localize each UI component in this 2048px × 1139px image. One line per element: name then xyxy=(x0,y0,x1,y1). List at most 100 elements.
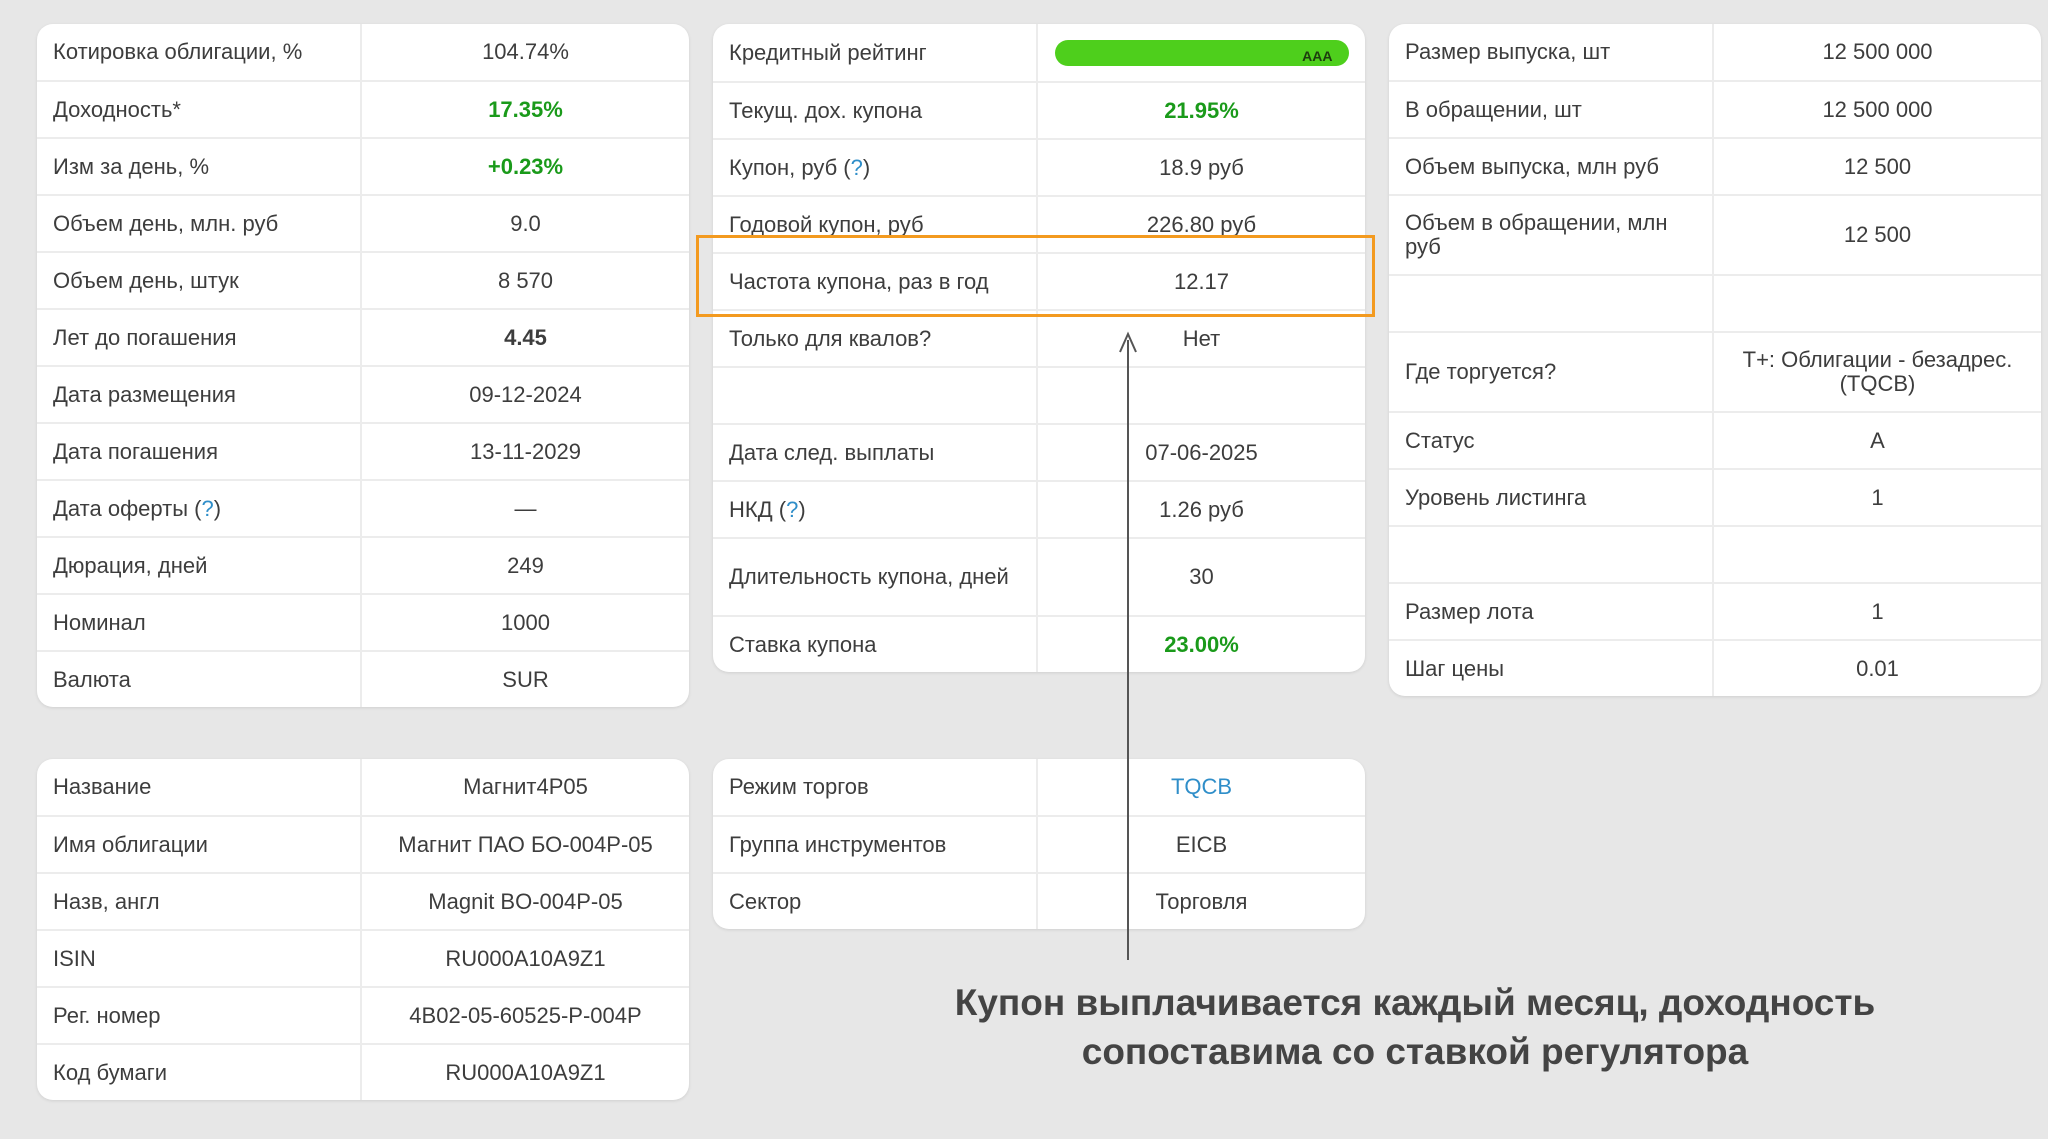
table-row: Объем день, млн. руб 9.0 xyxy=(37,194,689,251)
table-row: Рег. номер 4B02-05-60525-P-004P xyxy=(37,986,689,1043)
row-label: Дата погашения xyxy=(37,424,362,479)
row-value: 07-06-2025 xyxy=(1145,439,1258,465)
row-label-text: Размер выпуска, шт xyxy=(1405,39,1611,64)
table-row: Код бумаги RU000A10A9Z1 xyxy=(37,1043,689,1100)
row-value: 249 xyxy=(507,552,544,578)
caption-line-2: сопоставима со ставкой регулятора xyxy=(1081,1031,1749,1072)
row-value: 23.00% xyxy=(1164,631,1239,657)
row-label: Ставка купона xyxy=(713,617,1038,672)
row-label-text: Объем день, штук xyxy=(53,267,239,293)
table-row: Назв, англ Magnit BO-004P-05 xyxy=(37,872,689,929)
row-value: SUR xyxy=(502,666,549,692)
card-issue: Размер выпуска, шт 12 500 000 В обращении,… xyxy=(1389,24,2041,696)
row-label-text: Дюрация, дней xyxy=(53,552,208,578)
card-identifiers: Название Магнит4Р05 Имя облигации Магнит ПА… xyxy=(37,759,689,1100)
table-row: Годовой купон, руб 226.80 руб xyxy=(713,195,1365,252)
table-row: Длительность купона, дней 30 xyxy=(713,537,1365,615)
row-label: Частота купона, раз в год xyxy=(713,254,1038,309)
row-label: Сектор xyxy=(713,874,1038,929)
row-value: T+: Облигации - безадрес. (TQCB) xyxy=(1742,347,2013,396)
table-row: Дата размещения 09-12-2024 xyxy=(37,365,689,422)
card-quote: Котировка облигации, % 104.74% Доходность*… xyxy=(37,24,689,707)
row-value: 18.9 руб xyxy=(1159,154,1244,180)
row-label: Имя облигации xyxy=(37,817,362,872)
row-label: Уровень листинга xyxy=(1389,470,1714,525)
table-row: Дата след. выплаты 07-06-2025 xyxy=(713,423,1365,480)
row-value: 0.01 xyxy=(1856,655,1899,681)
row-label: Код бумаги xyxy=(37,1045,362,1100)
help-link[interactable]: ? xyxy=(786,496,799,522)
table-row: Объем в обращении, млн руб 12 500 xyxy=(1389,194,2041,274)
row-label-text: Купон, руб xyxy=(729,154,838,180)
table-row: Группа инструментов EICB xyxy=(713,815,1365,872)
help-link[interactable]: ? xyxy=(201,495,214,521)
row-label: Котировка облигации, % xyxy=(37,24,362,80)
row-label: Кредитный рейтинг xyxy=(713,24,1038,81)
row-value: 09-12-2024 xyxy=(469,381,582,407)
table-row: Частота купона, раз в год 12.17 xyxy=(713,252,1365,309)
row-value: 12 500 000 xyxy=(1822,39,1933,64)
row-value: 226.80 руб xyxy=(1146,211,1257,237)
row-label: Шаг цены xyxy=(1389,641,1714,696)
row-label-text: Годовой купон, руб xyxy=(729,211,924,237)
row-label: ISIN xyxy=(37,931,362,986)
table-row: Название Магнит4Р05 xyxy=(37,759,689,815)
table-row: Уровень листинга 1 xyxy=(1389,468,2041,525)
table-row: Валюта SUR xyxy=(37,650,689,707)
row-label-text: Рег. номер xyxy=(53,1002,161,1028)
row-label xyxy=(1389,527,1714,582)
row-label-text: Лет до погашения xyxy=(53,324,237,350)
row-value: Торговля xyxy=(1155,888,1248,914)
row-label xyxy=(713,368,1038,423)
table-row: Размер выпуска, шт 12 500 000 xyxy=(1389,24,2041,80)
row-value[interactable]: TQCB xyxy=(1170,774,1233,799)
row-value: 1 xyxy=(1871,598,1884,624)
row-label-text: Дата след. выплаты xyxy=(729,439,935,465)
row-label: НКД (?) xyxy=(713,482,1038,537)
row-label-text: Ставка купона xyxy=(729,631,877,657)
table-row xyxy=(1389,274,2041,331)
row-label: Объем день, млн. руб xyxy=(37,196,362,251)
row-label-text: Изм за день, % xyxy=(53,153,210,179)
table-row: Объем выпуска, млн руб 12 500 xyxy=(1389,137,2041,194)
row-value: 9.0 xyxy=(510,210,541,236)
row-label-text: Где торгуется? xyxy=(1405,359,1557,384)
row-label-text: Только для квалов? xyxy=(729,325,932,351)
table-row: ISIN RU000A10A9Z1 xyxy=(37,929,689,986)
row-label: Режим торгов xyxy=(713,759,1038,815)
row-label-text: Объем день, млн. руб xyxy=(53,210,279,236)
row-label-text: Объем выпуска, млн руб xyxy=(1405,153,1659,179)
row-label-text: Дата оферты xyxy=(53,495,189,521)
row-label: Дата след. выплаты xyxy=(713,425,1038,480)
row-label-text: Размер лота xyxy=(1405,598,1534,624)
row-label: Купон, руб (?) xyxy=(713,140,1038,195)
table-row: В обращении, шт 12 500 000 xyxy=(1389,80,2041,137)
row-label-text: Кредитный рейтинг xyxy=(729,39,927,65)
row-value: 1 xyxy=(1871,484,1884,510)
help-link[interactable]: ? xyxy=(850,154,863,180)
row-label: Лет до погашения xyxy=(37,310,362,365)
row-value: 13-11-2029 xyxy=(470,438,581,464)
row-label-text: Валюта xyxy=(53,666,131,692)
row-label-text: Номинал xyxy=(53,609,146,635)
row-label-text: Код бумаги xyxy=(53,1059,168,1085)
row-label: Длительность купона, дней xyxy=(713,539,1038,615)
table-row: Купон, руб (?) 18.9 руб xyxy=(713,138,1365,195)
table-row: Только для квалов? Нет xyxy=(713,309,1365,366)
card-trading: Режим торгов TQCB Группа инструментов EICB С… xyxy=(713,759,1365,929)
table-row: Статус A xyxy=(1389,411,2041,468)
row-label-text: Частота купона, раз в год xyxy=(729,268,989,294)
row-value: Magnit BO-004P-05 xyxy=(428,888,623,914)
row-label: Валюта xyxy=(37,652,362,707)
table-row: Ставка купона 23.00% xyxy=(713,615,1365,672)
table-row: Котировка облигации, % 104.74% xyxy=(37,24,689,80)
table-row: Дюрация, дней 249 xyxy=(37,536,689,593)
row-label: Статус xyxy=(1389,413,1714,468)
row-value: Магнит ПАО БО-004Р-05 xyxy=(398,831,653,857)
row-label: Название xyxy=(37,759,362,815)
row-label-text: Назв, англ xyxy=(53,888,160,914)
row-label: Годовой купон, руб xyxy=(713,197,1038,252)
credit-rating-bar: AAA xyxy=(1054,39,1349,66)
row-label: Дата оферты (?) xyxy=(37,481,362,536)
